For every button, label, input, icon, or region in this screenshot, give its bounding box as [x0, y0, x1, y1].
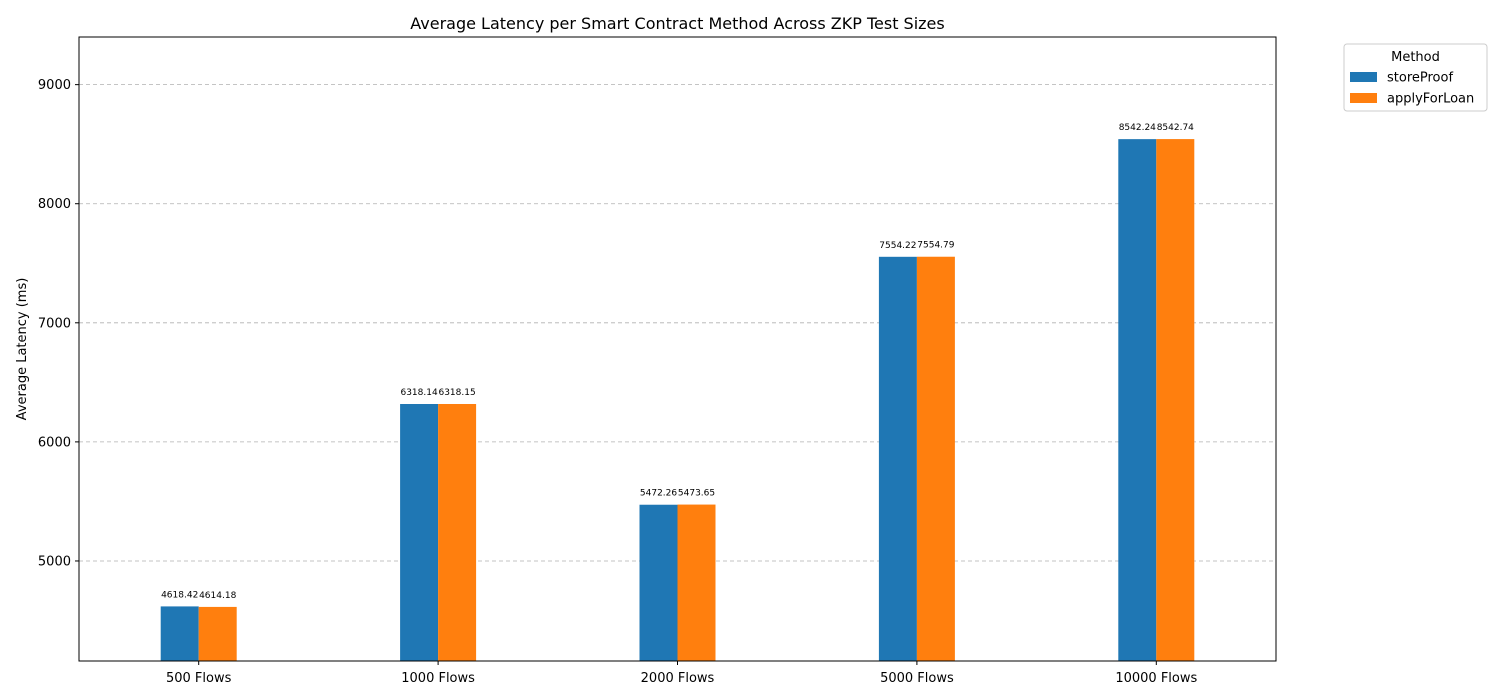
bar-applyForLoan	[677, 504, 716, 661]
legend-title: Method	[1391, 50, 1440, 65]
bar-value-label: 8542.24	[1119, 123, 1156, 133]
bar-value-label: 7554.22	[879, 241, 916, 251]
legend: Method storeProof applyForLoan	[1343, 43, 1488, 112]
x-tick-label: 500 Flows	[166, 671, 232, 686]
bar-applyForLoan	[198, 606, 237, 661]
y-tick-label: 7000	[38, 316, 71, 331]
bar-storeProof	[1118, 139, 1157, 662]
bar-applyForLoan	[916, 256, 955, 661]
bar-value-label: 7554.79	[917, 241, 954, 251]
legend-box	[1343, 43, 1488, 112]
legend-swatch-storeProof	[1350, 72, 1377, 82]
legend-label-applyForLoan: applyForLoan	[1387, 92, 1474, 107]
bar-value-labels: 4618.42 4614.18 6318.14 6318.15 5472.26 5473.…	[161, 123, 1194, 601]
legend-items: storeProof applyForLoan	[1350, 71, 1474, 107]
x-tick-label: 10000 Flows	[1115, 671, 1197, 686]
axes: 5000 6000 7000 8000 9000 500 Flows 1000 Flows 2…	[38, 36, 1277, 686]
legend-label-storeProof: storeProof	[1387, 71, 1453, 86]
gridlines	[79, 84, 1276, 562]
y-tick-label: 6000	[38, 435, 71, 450]
bar-applyForLoan	[1156, 139, 1195, 661]
bars	[160, 139, 1195, 662]
x-tick-label: 1000 Flows	[401, 671, 475, 686]
bar-applyForLoan	[438, 403, 477, 661]
bar-storeProof	[160, 606, 199, 661]
bar-value-label: 5472.26	[640, 489, 677, 499]
bar-value-label: 8542.74	[1157, 123, 1194, 133]
bar-value-label: 4618.42	[161, 590, 198, 600]
y-tick-label: 5000	[38, 554, 71, 569]
x-tick-label: 5000 Flows	[880, 671, 954, 686]
bar-value-label: 6318.15	[438, 388, 475, 398]
legend-swatch-applyForLoan	[1350, 93, 1377, 103]
bar-storeProof	[400, 404, 439, 661]
plot-frame	[78, 36, 1277, 662]
y-axis-label: Average Latency (ms)	[15, 278, 30, 421]
bar-value-label: 6318.14	[400, 388, 437, 398]
bar-value-label: 5473.65	[678, 489, 715, 499]
chart-title: Average Latency per Smart Contract Metho…	[410, 14, 944, 33]
y-tick-label: 8000	[38, 197, 71, 212]
bar-storeProof	[878, 256, 917, 661]
bar-storeProof	[639, 504, 678, 661]
x-tick-label: 2000 Flows	[641, 671, 715, 686]
bar-value-label: 4614.18	[199, 591, 236, 601]
y-tick-label: 9000	[38, 78, 71, 93]
